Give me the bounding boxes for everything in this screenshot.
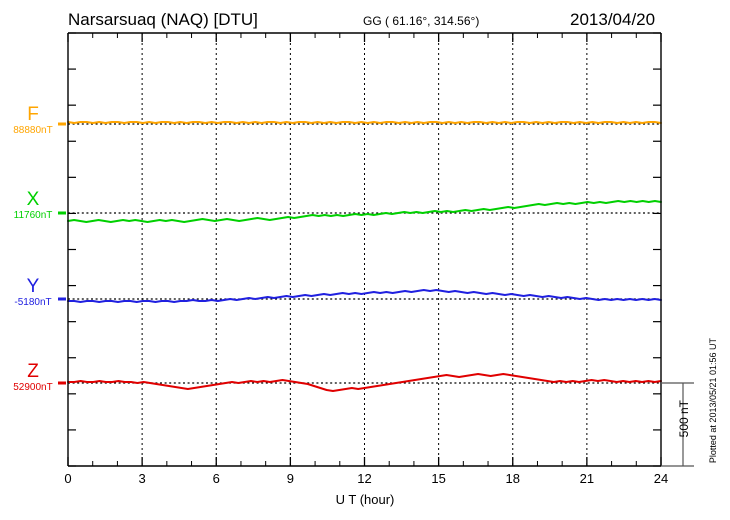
component-label-f: F 88880nT bbox=[0, 105, 66, 137]
component-letter-x: X bbox=[26, 189, 40, 210]
trace-y bbox=[67, 289, 662, 303]
component-label-z: Z 52900nT bbox=[0, 362, 66, 394]
component-baselines bbox=[58, 122, 661, 385]
component-baseline-x: 11760nT bbox=[13, 210, 53, 221]
component-label-y: Y -5180nT bbox=[0, 277, 66, 309]
trace-z bbox=[67, 373, 662, 392]
component-label-x: X 11760nT bbox=[0, 190, 66, 222]
component-letter-z: Z bbox=[27, 361, 39, 382]
x-tick-label: 0 bbox=[64, 471, 72, 486]
x-tick-label: 6 bbox=[212, 471, 220, 486]
scale-bar bbox=[661, 382, 694, 467]
component-baseline-y: -5180nT bbox=[14, 297, 52, 308]
x-tick-label: 3 bbox=[138, 471, 146, 486]
component-letter-f: F bbox=[27, 104, 39, 125]
trace-x bbox=[67, 200, 662, 223]
plotted-timestamp: Plotted at 2013/05/21 01:56 UT bbox=[708, 338, 718, 464]
page-title: 2013/04/20 bbox=[570, 10, 656, 29]
plot-frame bbox=[67, 32, 662, 467]
component-baseline-z: 52900nT bbox=[13, 382, 53, 393]
gridlines bbox=[141, 33, 588, 466]
component-letter-y: Y bbox=[26, 276, 40, 297]
x-tick-label: 24 bbox=[653, 471, 669, 486]
component-traces bbox=[67, 121, 662, 392]
x-tick-label: 21 bbox=[579, 471, 595, 486]
x-tick-label: 18 bbox=[505, 471, 520, 486]
x-tick-label: 9 bbox=[286, 471, 294, 486]
x-tick-label: 12 bbox=[357, 471, 372, 486]
geographic-coordinates: GG ( 61.16°, 314.56°) bbox=[363, 14, 480, 28]
trace-f bbox=[67, 121, 662, 124]
station-title: Narsarsuaq (NAQ) [DTU] bbox=[68, 10, 258, 29]
x-tick-label: 15 bbox=[431, 471, 446, 486]
component-baseline-f: 88880nT bbox=[13, 125, 53, 136]
scale-bar-label: 500 nT bbox=[677, 400, 691, 438]
x-axis-title: U T (hour) bbox=[335, 492, 395, 507]
